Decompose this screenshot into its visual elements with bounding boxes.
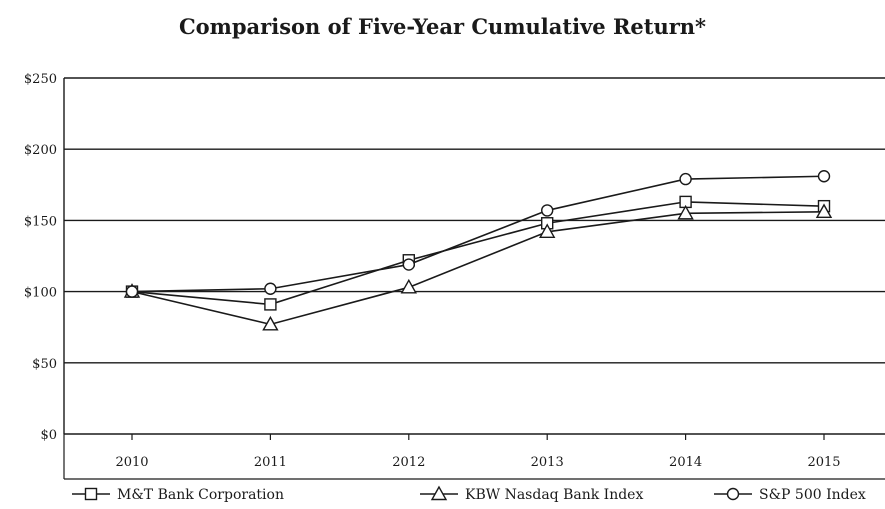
circle-marker — [402, 258, 415, 271]
legend-label: KBW Nasdaq Bank Index — [465, 487, 643, 503]
gridlines — [64, 77, 885, 435]
legend-circle-marker — [726, 487, 740, 501]
y-tick-labels: $0 $50 $100 $150 $200 $250 — [24, 72, 57, 443]
legend-label: S&P 500 Index — [759, 487, 866, 503]
y-tick-label: $200 — [24, 143, 57, 158]
x-tick-label: 2015 — [807, 455, 840, 470]
x-tick-label: 2014 — [669, 455, 702, 470]
circle-marker — [817, 170, 831, 183]
series-line-square — [131, 201, 825, 306]
series-line-circle — [131, 175, 825, 293]
circle-marker — [125, 285, 139, 298]
series-markers — [123, 170, 833, 331]
y-tick-label: $250 — [24, 72, 57, 87]
legend: M&T Bank Corporation KBW Nasdaq Bank Inde… — [72, 485, 866, 503]
series-lines — [131, 175, 825, 326]
circle-marker — [679, 172, 692, 186]
square-marker — [264, 298, 277, 311]
triangle-marker — [400, 278, 417, 294]
y-tick-label: $0 — [40, 428, 57, 443]
series-line-triangle — [131, 211, 825, 326]
circle-marker — [264, 282, 277, 295]
x-tick-label: 2012 — [392, 455, 425, 470]
axes — [63, 78, 885, 480]
y-tick-label: $150 — [24, 214, 57, 229]
y-tick-label: $100 — [24, 286, 57, 301]
legend-triangle-marker — [430, 485, 448, 501]
x-tick-labels: 2010 2011 2012 2013 2014 2015 — [115, 455, 840, 470]
legend-square-marker — [84, 487, 98, 501]
triangle-marker — [815, 203, 833, 219]
x-tick-label: 2011 — [254, 455, 287, 470]
triangle-marker — [677, 204, 694, 220]
circle-marker — [541, 204, 554, 217]
y-tick-label: $50 — [32, 357, 57, 372]
triangle-marker — [539, 223, 556, 238]
x-tick-label: 2010 — [115, 455, 148, 470]
x-tick-label: 2013 — [531, 455, 564, 470]
chart-title: Comparison of Five-Year Cumulative Retur… — [178, 14, 707, 39]
triangle-marker — [262, 315, 279, 331]
legend-label: M&T Bank Corporation — [117, 487, 284, 503]
